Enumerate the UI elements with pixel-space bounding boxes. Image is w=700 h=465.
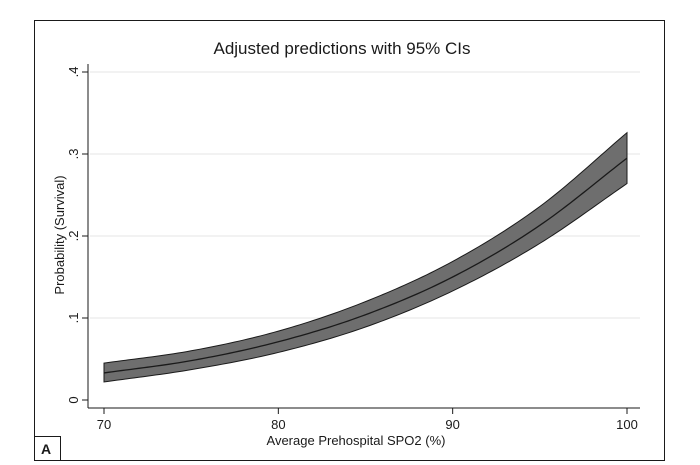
prediction-line [103, 157, 628, 374]
x-tick-label: 70 [97, 417, 111, 432]
panel-label: A [41, 441, 51, 457]
confidence-band [103, 131, 628, 383]
chart-title: Adjusted predictions with 95% CIs [213, 39, 470, 58]
axes: 0 .1 .2 .3 .4 70 80 90 100 [66, 64, 640, 432]
y-tick-label: .1 [66, 313, 81, 324]
panel-label-box [34, 436, 61, 461]
ci-band-area [103, 131, 628, 383]
y-tick-label: .3 [66, 149, 81, 160]
y-axis-label: Probability (Survival) [52, 175, 67, 294]
y-tick-label: .4 [66, 67, 81, 78]
y-tick-label: 0 [66, 396, 81, 403]
x-tick-label: 80 [271, 417, 285, 432]
y-tick-label: .2 [66, 231, 81, 242]
prediction-curve [103, 157, 628, 374]
x-tick-label: 90 [445, 417, 459, 432]
x-axis-label: Average Prehospital SPO2 (%) [267, 433, 446, 448]
figure-frame [34, 20, 665, 461]
x-tick-label: 100 [616, 417, 638, 432]
